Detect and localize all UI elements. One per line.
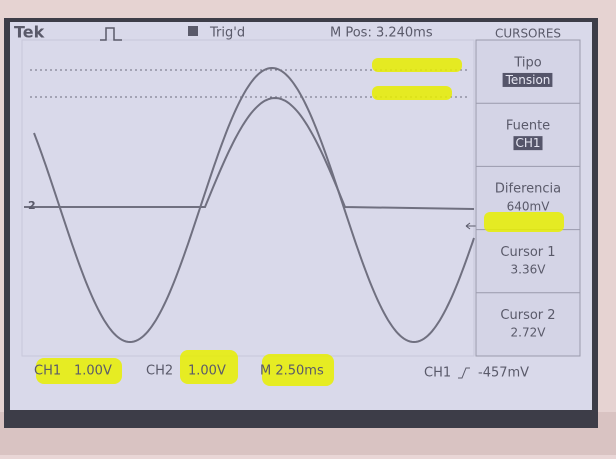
graticule (21, 39, 475, 357)
acq-icon (100, 27, 122, 41)
ch2-scale: 1.00V (188, 364, 226, 379)
menu-label: Cursor 1 (500, 245, 555, 260)
menu-value: Tension (505, 73, 551, 87)
position: M Pos: 3.240ms (330, 26, 433, 41)
ch2-label: CH2 (146, 364, 173, 379)
trigger-icon (188, 26, 198, 36)
slope-icon (458, 367, 470, 379)
ch1-scale: 1.00V (74, 364, 112, 379)
highlight (180, 350, 238, 384)
menu-value: 2.72V (511, 326, 547, 340)
highlight (372, 58, 462, 72)
menu-value: 640mV (507, 199, 551, 213)
menu-label: Cursor 2 (500, 308, 555, 323)
highlights (36, 58, 564, 386)
ch2-trace (24, 96, 475, 210)
channel-marker: 2 (28, 199, 36, 212)
menu-label: Diferencia (495, 182, 561, 197)
trigger-source: CH1 (424, 366, 451, 381)
trigger-level: -457mV (478, 366, 529, 381)
ch1-trace (33, 66, 475, 344)
menu-label: Tipo (513, 55, 541, 70)
menu-value-bg (513, 136, 543, 151)
menu-title: CURSORES (495, 27, 561, 41)
highlight (484, 212, 564, 232)
menu-value: 3.36V (511, 263, 547, 277)
menu-value: CH1 (515, 136, 540, 150)
menu-panel (475, 39, 581, 357)
highlight (372, 86, 452, 100)
highlight (262, 354, 334, 386)
ch1-label: CH1 (34, 364, 61, 379)
trigger-level-marker (465, 222, 476, 230)
trigger-status: Trig'd (209, 26, 245, 41)
menu-label: Fuente (506, 118, 550, 133)
highlight (36, 358, 122, 384)
brand: Tek (14, 23, 45, 42)
timebase: M 2.50ms (260, 364, 324, 379)
menu-value-bg (502, 72, 553, 87)
